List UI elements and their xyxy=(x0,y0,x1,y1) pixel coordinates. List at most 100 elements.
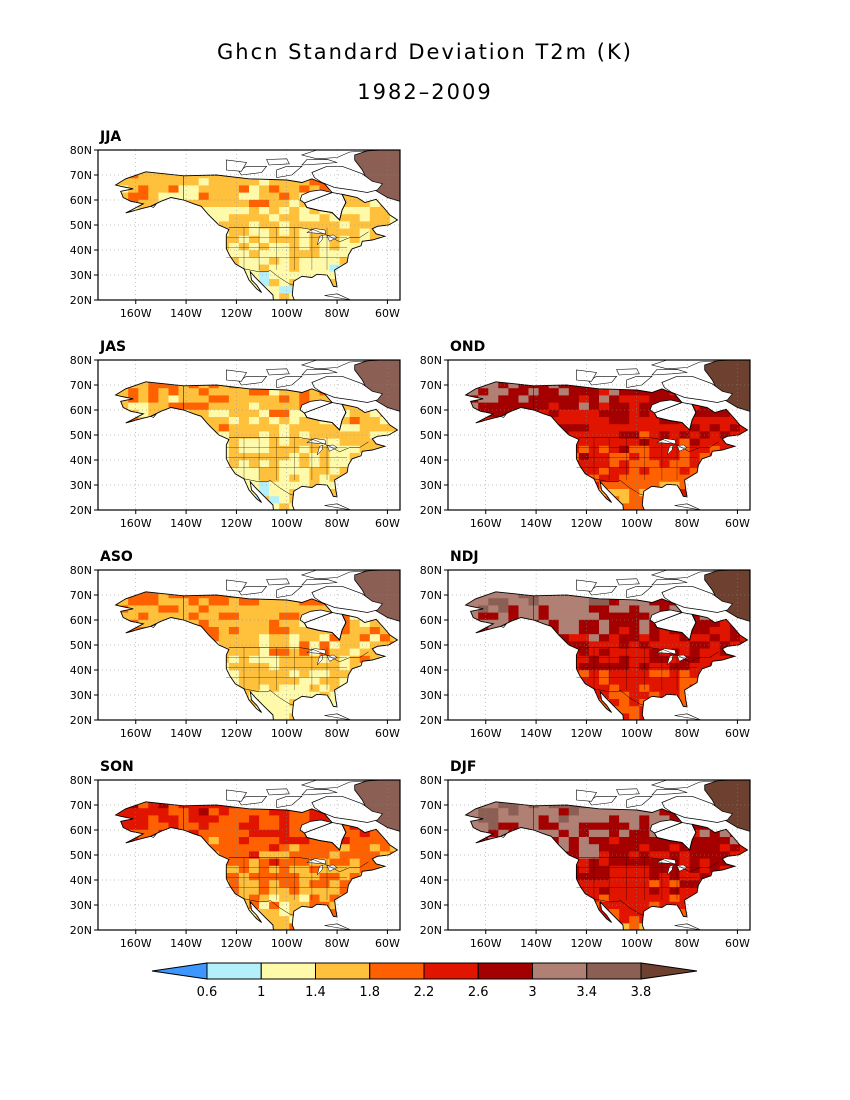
field-cell xyxy=(238,698,250,707)
field-cell xyxy=(649,801,660,809)
field-cell xyxy=(98,634,109,642)
field-cell xyxy=(609,619,620,627)
field-cell xyxy=(339,438,351,446)
field-cell xyxy=(249,466,260,475)
field-cell xyxy=(478,445,489,453)
lat-tick-label: 80N xyxy=(70,144,92,157)
field-cell xyxy=(448,605,459,613)
field-cell xyxy=(198,459,210,468)
field-cell xyxy=(568,481,580,489)
field-cell xyxy=(478,705,489,714)
field-cell xyxy=(679,648,691,656)
field-cell xyxy=(228,488,240,497)
field-cell xyxy=(609,836,620,845)
field-cell xyxy=(679,452,691,461)
field-cell xyxy=(699,416,711,425)
field-cell xyxy=(548,604,560,613)
field-cell xyxy=(609,655,620,663)
field-cell xyxy=(699,626,711,635)
field-cell xyxy=(148,387,159,396)
field-cell xyxy=(719,459,731,468)
field-cell xyxy=(309,394,321,403)
field-cell xyxy=(508,648,520,656)
field-cell xyxy=(379,691,391,699)
field-cell xyxy=(178,481,190,489)
field-cell xyxy=(529,793,540,801)
field-cell xyxy=(379,438,391,446)
field-cell xyxy=(118,177,129,186)
field-cell xyxy=(289,416,300,425)
field-cell xyxy=(588,807,600,816)
field-cell xyxy=(128,843,139,852)
field-cell xyxy=(739,640,748,649)
island xyxy=(266,578,290,586)
field-cell xyxy=(138,604,149,613)
field-cell xyxy=(198,199,210,207)
field-cell xyxy=(339,481,351,489)
field-cell xyxy=(289,894,300,902)
field-cell xyxy=(448,452,459,460)
field-cell xyxy=(128,705,139,714)
field-cell xyxy=(115,915,119,924)
field-cell xyxy=(588,648,600,656)
field-cell xyxy=(448,380,459,388)
field-cell xyxy=(178,271,190,279)
field-cell xyxy=(468,366,479,374)
field-cell xyxy=(189,163,200,171)
field-cell xyxy=(659,684,671,692)
field-cell xyxy=(269,177,280,186)
field-cell xyxy=(709,438,721,446)
field-cell xyxy=(299,495,310,504)
lon-tick-label: 60W xyxy=(375,937,400,950)
field-cell xyxy=(138,705,149,714)
field-cell xyxy=(739,850,748,859)
field-cell xyxy=(218,177,230,186)
field-cell xyxy=(168,416,180,425)
field-cell xyxy=(208,705,220,714)
field-cell xyxy=(609,597,620,606)
field-cell xyxy=(128,669,139,678)
field-cell xyxy=(128,698,139,707)
field-cell xyxy=(259,445,270,453)
field-cell xyxy=(208,801,220,809)
field-cell xyxy=(465,633,469,642)
field-cell xyxy=(699,495,711,504)
field-cell xyxy=(118,583,129,591)
field-cell xyxy=(138,452,149,461)
field-cell xyxy=(649,633,660,642)
field-cell xyxy=(238,619,250,627)
island xyxy=(674,713,702,721)
field-cell xyxy=(208,894,220,902)
field-cell xyxy=(158,220,170,229)
field-cell xyxy=(349,423,361,432)
field-cell xyxy=(128,481,139,489)
field-cell xyxy=(599,894,610,902)
field-cell xyxy=(498,858,509,866)
field-cell xyxy=(709,691,721,699)
field-cell xyxy=(208,438,220,446)
field-cell xyxy=(279,409,290,417)
field-cell xyxy=(709,466,721,475)
field-cell xyxy=(299,242,310,251)
field-cell xyxy=(218,698,230,707)
field-cell xyxy=(188,409,200,417)
field-cell xyxy=(238,416,250,425)
island xyxy=(674,503,702,511)
field-cell xyxy=(468,915,479,924)
field-cell xyxy=(115,612,119,620)
field-cell xyxy=(629,402,640,410)
field-cell xyxy=(379,858,391,866)
field-cell xyxy=(659,865,671,873)
field-cell xyxy=(148,669,159,678)
field-cell xyxy=(349,242,361,251)
field-cell xyxy=(309,705,321,714)
field-cell xyxy=(168,655,180,663)
field-cell xyxy=(379,698,391,707)
field-cell xyxy=(538,807,550,816)
field-cell xyxy=(465,474,469,482)
field-cell xyxy=(279,655,290,663)
field-cell xyxy=(468,865,479,873)
field-cell xyxy=(269,285,280,294)
field-cell xyxy=(369,705,381,714)
field-cell xyxy=(619,872,630,881)
